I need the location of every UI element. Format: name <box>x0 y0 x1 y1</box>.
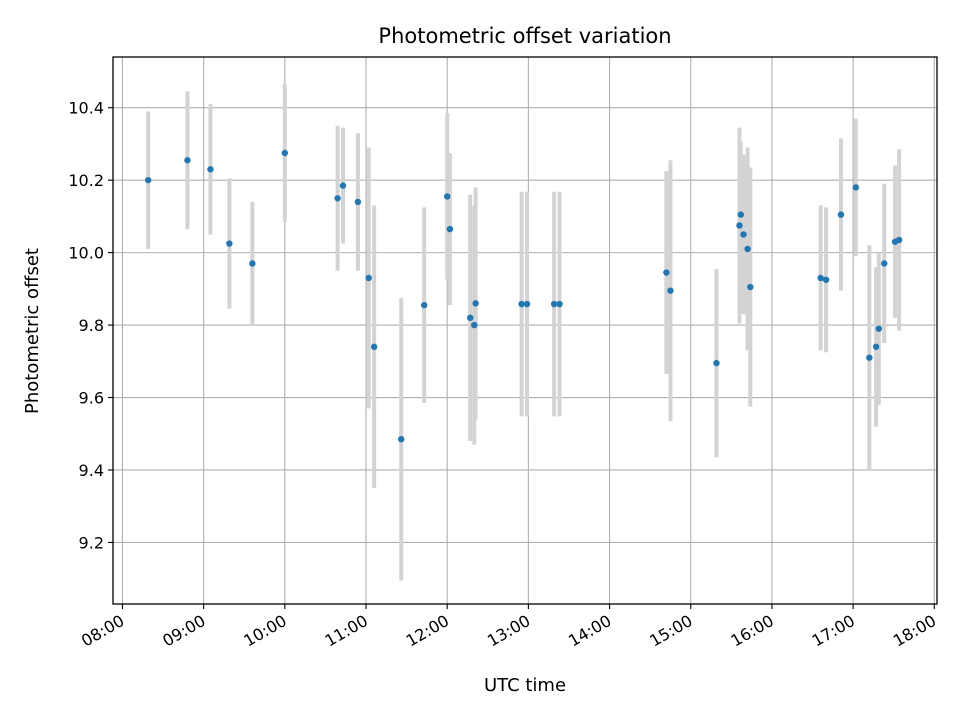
data-point <box>895 236 903 244</box>
y-tick-label: 9.2 <box>79 533 104 552</box>
data-point <box>817 274 824 282</box>
y-tick-label: 9.8 <box>79 316 104 335</box>
y-tick-label: 10.0 <box>68 244 104 263</box>
y-axis: 9.2 9.4 9.6 9.8 10.0 10.2 10.4 <box>68 99 113 552</box>
data-point <box>740 231 747 238</box>
x-axis-title: UTC time <box>484 675 566 696</box>
y-tick-label: 9.4 <box>79 461 104 480</box>
data-point <box>822 276 830 283</box>
data-point <box>370 343 378 351</box>
data-point <box>736 222 743 229</box>
data-point <box>737 211 745 218</box>
data-point <box>334 195 341 202</box>
data-point <box>339 182 347 189</box>
data-point <box>837 211 845 218</box>
data-point <box>446 225 454 233</box>
data-point <box>518 300 525 308</box>
data-point <box>550 300 558 308</box>
y-tick-label: 9.6 <box>79 389 104 408</box>
data-point <box>747 283 754 291</box>
data-point <box>226 240 233 247</box>
data-point <box>207 166 214 173</box>
data-point <box>523 300 531 308</box>
data-point <box>184 157 191 164</box>
data-point <box>852 184 860 191</box>
data-point <box>467 314 474 322</box>
data-point <box>744 245 751 253</box>
y-tick-label: 10.4 <box>68 99 104 118</box>
data-point <box>872 343 880 351</box>
data-point <box>249 260 256 267</box>
data-point <box>365 274 372 282</box>
data-point <box>281 149 289 157</box>
data-point <box>713 359 720 367</box>
plot-frame <box>112 56 938 605</box>
data-point <box>866 354 873 361</box>
chart-title: Photometric offset variation <box>378 24 671 48</box>
data-point <box>667 287 674 294</box>
data-point <box>881 260 888 267</box>
y-axis-title: Photometric offset <box>22 248 43 414</box>
data-point <box>397 435 405 443</box>
data-point <box>354 198 362 206</box>
data-point <box>472 300 479 307</box>
data-point <box>144 176 152 184</box>
y-tick-label: 10.2 <box>68 171 104 190</box>
data-point <box>471 321 478 329</box>
data-point <box>444 193 451 200</box>
point-layer <box>144 149 903 443</box>
data-point <box>420 301 428 309</box>
data-point <box>875 325 883 332</box>
data-point <box>663 269 670 276</box>
data-point <box>556 300 563 308</box>
